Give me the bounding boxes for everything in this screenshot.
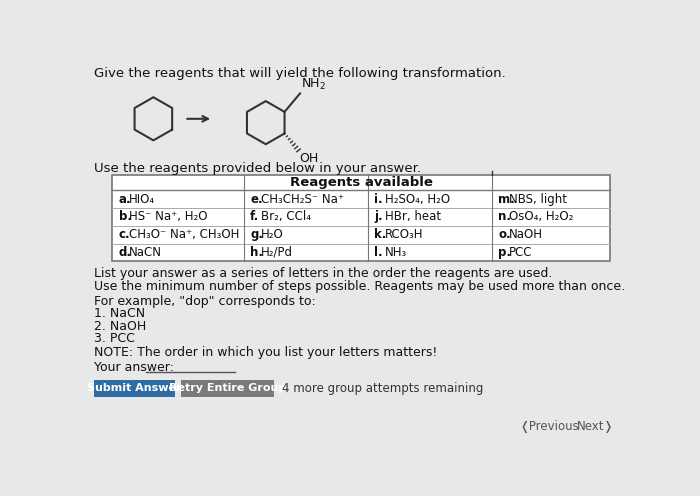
Text: HS⁻ Na⁺, H₂O: HS⁻ Na⁺, H₂O [130, 210, 208, 224]
Text: o.: o. [498, 228, 511, 241]
Text: j.: j. [374, 210, 383, 224]
Text: n.: n. [498, 210, 511, 224]
Text: Retry Entire Group: Retry Entire Group [169, 383, 286, 393]
Text: k.: k. [374, 228, 386, 241]
Text: NH$_2$: NH$_2$ [301, 77, 326, 92]
Text: HIO₄: HIO₄ [130, 193, 155, 206]
Text: Next❭: Next❭ [578, 420, 615, 433]
Text: Submit Answer: Submit Answer [87, 383, 181, 393]
Text: Br₂, CCl₄: Br₂, CCl₄ [261, 210, 311, 224]
Text: 1. NaCN: 1. NaCN [94, 308, 145, 320]
Text: p.: p. [498, 246, 511, 259]
Text: ❬Previous: ❬Previous [520, 420, 580, 433]
Text: OH: OH [300, 152, 318, 165]
Text: Reagents available: Reagents available [290, 176, 433, 189]
Bar [112, 175, 610, 261]
Text: NH₃: NH₃ [385, 246, 407, 259]
Text: CH₃CH₂S⁻ Na⁺: CH₃CH₂S⁻ Na⁺ [261, 193, 344, 206]
Text: NBS, light: NBS, light [509, 193, 567, 206]
Text: NOTE: The order in which you list your letters matters!: NOTE: The order in which you list your l… [94, 346, 437, 359]
Text: Your answer:: Your answer: [94, 362, 174, 374]
Text: H₂SO₄, H₂O: H₂SO₄, H₂O [385, 193, 450, 206]
Text: NaCN: NaCN [130, 246, 162, 259]
Text: b.: b. [118, 210, 132, 224]
Text: l.: l. [374, 246, 383, 259]
Text: OsO₄, H₂O₂: OsO₄, H₂O₂ [509, 210, 573, 224]
Bar [181, 380, 274, 397]
Text: Use the minimum number of steps possible. Reagents may be used more than once.: Use the minimum number of steps possible… [94, 280, 625, 293]
Text: a.: a. [118, 193, 131, 206]
Text: RCO₃H: RCO₃H [385, 228, 424, 241]
Text: H₂O: H₂O [261, 228, 284, 241]
Text: m.: m. [498, 193, 515, 206]
Text: i.: i. [374, 193, 383, 206]
Text: HBr, heat: HBr, heat [385, 210, 441, 224]
Text: PCC: PCC [509, 246, 533, 259]
Text: f.: f. [251, 210, 260, 224]
Text: h.: h. [251, 246, 263, 259]
Text: NaOH: NaOH [509, 228, 543, 241]
Text: 3. PCC: 3. PCC [94, 332, 134, 345]
Text: Give the reagents that will yield the following transformation.: Give the reagents that will yield the fo… [94, 67, 505, 80]
Text: e.: e. [251, 193, 263, 206]
Text: Use the reagents provided below in your answer.: Use the reagents provided below in your … [94, 162, 421, 175]
Text: g.: g. [251, 228, 263, 241]
Text: CH₃O⁻ Na⁺, CH₃OH: CH₃O⁻ Na⁺, CH₃OH [130, 228, 239, 241]
Text: H₂/Pd: H₂/Pd [261, 246, 293, 259]
Text: 4 more group attempts remaining: 4 more group attempts remaining [282, 382, 484, 395]
Text: c.: c. [118, 228, 130, 241]
Text: List your answer as a series of letters in the order the reagents are used.: List your answer as a series of letters … [94, 267, 552, 280]
Text: 2. NaOH: 2. NaOH [94, 320, 146, 333]
Text: For example, "dop" corresponds to:: For example, "dop" corresponds to: [94, 295, 316, 308]
Bar [94, 380, 175, 397]
Text: d.: d. [118, 246, 132, 259]
